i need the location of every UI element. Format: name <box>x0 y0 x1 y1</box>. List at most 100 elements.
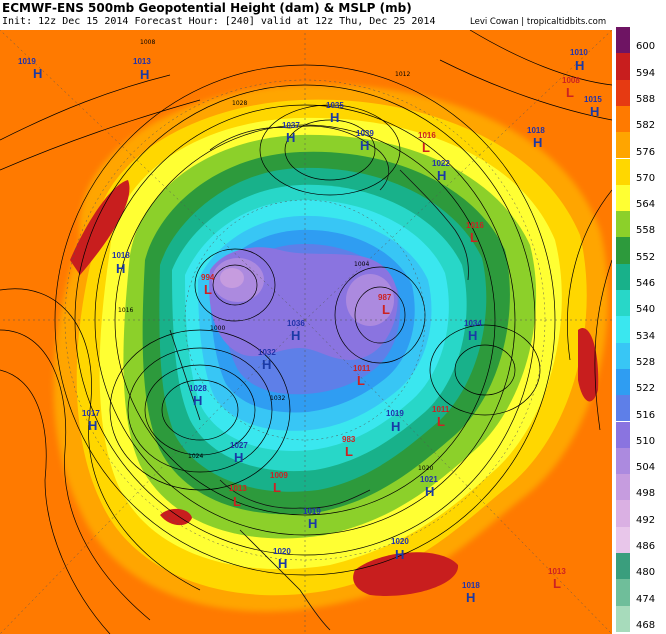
colorbar-swatch <box>616 474 630 501</box>
svg-text:H: H <box>360 138 369 153</box>
svg-text:H: H <box>533 135 542 150</box>
svg-text:1011: 1011 <box>353 364 371 373</box>
svg-text:H: H <box>391 419 400 434</box>
field-594-east <box>578 328 599 402</box>
svg-text:987: 987 <box>378 293 392 302</box>
svg-text:H: H <box>395 547 404 562</box>
svg-text:1022: 1022 <box>432 159 450 168</box>
svg-text:1018: 1018 <box>112 251 130 260</box>
colorbar-label: 498 <box>636 488 656 500</box>
svg-text:1018: 1018 <box>462 581 480 590</box>
svg-text:L: L <box>437 414 445 429</box>
colorbar-swatch <box>616 53 630 80</box>
svg-text:1018: 1018 <box>527 126 545 135</box>
svg-text:H: H <box>575 58 584 73</box>
colorbar-swatch <box>616 237 630 264</box>
svg-text:L: L <box>553 576 561 591</box>
svg-text:H: H <box>590 104 599 119</box>
field-594-small <box>160 508 192 526</box>
colorbar-label: 546 <box>636 278 656 289</box>
svg-text:L: L <box>273 480 281 495</box>
svg-text:L: L <box>470 230 478 245</box>
colorbar-label: 582 <box>636 120 656 132</box>
colorbar-swatch <box>616 263 630 290</box>
isobar-label: 1012 <box>395 71 410 78</box>
isobar-label: 1032 <box>270 395 285 402</box>
svg-text:1019: 1019 <box>18 57 36 66</box>
svg-text:H: H <box>468 328 477 343</box>
colorbar-swatch <box>616 395 630 422</box>
svg-text:H: H <box>278 556 287 571</box>
coastlines <box>169 125 469 631</box>
svg-text:1019: 1019 <box>303 507 321 516</box>
svg-text:L: L <box>422 140 430 155</box>
isobar-label: 1016 <box>118 307 133 314</box>
colorbar-swatch <box>616 553 630 580</box>
map-title: ECMWF-ENS 500mb Geopotential Height (dam… <box>2 1 412 15</box>
colorbar-swatch <box>616 526 630 553</box>
svg-text:L: L <box>382 302 390 317</box>
svg-text:H: H <box>286 130 295 145</box>
colorbar-swatch <box>616 579 630 606</box>
svg-text:H: H <box>308 516 317 531</box>
svg-text:1027: 1027 <box>230 441 248 450</box>
colorbar-swatch <box>616 105 630 133</box>
svg-text:H: H <box>88 418 97 433</box>
isobar-label: 1004 <box>354 261 369 268</box>
isobar-label: 1028 <box>232 100 247 107</box>
colorbar-label: 486 <box>636 541 656 552</box>
svg-text:H: H <box>330 110 339 125</box>
colorbar-legend: 600 594 588 582 576 570 564 558 552 546 540 534 528 5… <box>614 27 666 634</box>
svg-text:1013: 1013 <box>133 57 151 66</box>
isobar-label: 1008 <box>140 39 155 46</box>
colorbar-swatch <box>616 158 630 185</box>
field-498-west <box>220 268 244 288</box>
weather-map: 1019 H 1013 H 1035 H 1010 H 1008 L 1015 H 1037… <box>0 30 612 634</box>
colorbar-swatch <box>616 316 630 343</box>
svg-text:1039: 1039 <box>356 129 374 138</box>
svg-text:1013: 1013 <box>229 484 247 493</box>
svg-text:1021: 1021 <box>420 475 438 484</box>
colorbar-swatch <box>616 290 630 317</box>
svg-text:1034: 1034 <box>464 319 482 328</box>
svg-text:H: H <box>140 67 149 82</box>
colorbar-label: 522 <box>636 383 656 395</box>
svg-text:H: H <box>425 484 434 499</box>
colorbar-swatch <box>616 421 630 448</box>
svg-text:H: H <box>437 168 446 183</box>
svg-text:L: L <box>566 85 574 100</box>
svg-text:H: H <box>33 66 42 81</box>
svg-text:L: L <box>345 444 353 459</box>
colorbar-swatch <box>616 132 630 159</box>
map-credit: Levi Cowan | tropicaltidbits.com <box>470 17 607 27</box>
map-header: ECMWF-ENS 500mb Geopotential Height (dam… <box>0 0 612 30</box>
svg-text:L: L <box>204 282 212 297</box>
colorbar-label: 594 <box>636 67 656 79</box>
svg-text:1016: 1016 <box>418 131 436 140</box>
colorbar-label: 480 <box>636 567 656 579</box>
colorbar-swatch <box>616 605 630 632</box>
lat-lon-grid <box>0 30 612 634</box>
svg-text:H: H <box>262 357 271 372</box>
svg-text:H: H <box>291 328 300 343</box>
colorbar-label: 468 <box>636 619 656 631</box>
